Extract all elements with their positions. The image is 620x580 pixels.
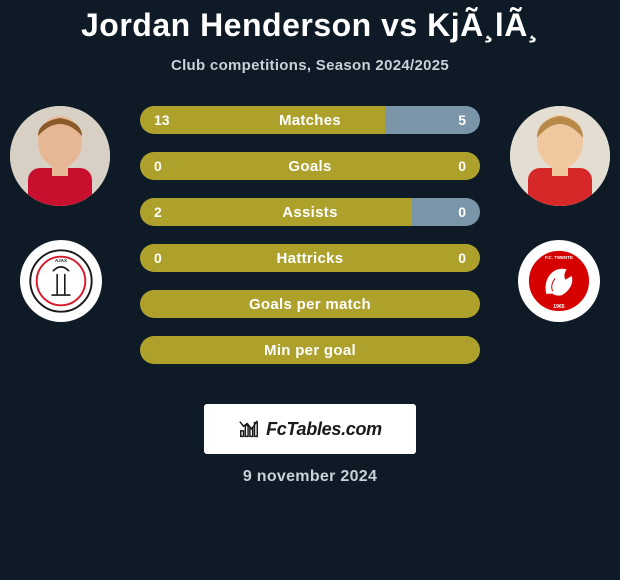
svg-text:F.C. TWENTE: F.C. TWENTE (545, 255, 573, 260)
date-text: 9 november 2024 (0, 468, 620, 486)
stat-label: Goals (288, 158, 331, 175)
stat-fill-right (412, 198, 480, 226)
stat-bars: 13 5 Matches 0 0 Goals 2 0 Assists 0 0 Hattricks Goa… (140, 106, 480, 364)
club-right-crest: F.C. TWENTE 1965 (518, 240, 600, 322)
stat-value-left: 0 (154, 158, 162, 174)
stat-label: Goals per match (249, 296, 371, 313)
attribution-text: FcTables.com (266, 419, 382, 440)
ajax-crest-icon: AJAX (29, 249, 93, 313)
stat-value-right: 5 (458, 112, 466, 128)
stat-value-left: 0 (154, 250, 162, 266)
stat-bar: Min per goal (140, 336, 480, 364)
chart-icon (238, 418, 260, 440)
player-right-icon (510, 106, 610, 206)
stat-value-left: 2 (154, 204, 162, 220)
stat-bar: Goals per match (140, 290, 480, 318)
stat-label: Matches (279, 112, 341, 129)
stat-value-right: 0 (458, 250, 466, 266)
comparison-arena: AJAX F.C. TWENTE 1965 13 5 Matches 0 0 Goals 2… (0, 106, 620, 396)
stat-bar: 2 0 Assists (140, 198, 480, 226)
svg-text:1965: 1965 (553, 304, 565, 310)
stat-bar: 0 0 Hattricks (140, 244, 480, 272)
player-left-portrait (10, 106, 110, 206)
club-left-crest: AJAX (20, 240, 102, 322)
player-right-portrait (510, 106, 610, 206)
subtitle: Club competitions, Season 2024/2025 (0, 57, 620, 74)
stat-fill-left (140, 198, 412, 226)
stat-value-right: 0 (458, 204, 466, 220)
stat-label: Hattricks (277, 250, 344, 267)
stat-label: Min per goal (264, 342, 356, 359)
attribution-badge: FcTables.com (204, 404, 416, 454)
stat-value-right: 0 (458, 158, 466, 174)
stat-label: Assists (282, 204, 337, 221)
stat-bar: 13 5 Matches (140, 106, 480, 134)
stat-value-left: 13 (154, 112, 170, 128)
stat-fill-left (140, 106, 385, 134)
twente-crest-icon: F.C. TWENTE 1965 (527, 249, 591, 313)
player-left-icon (10, 106, 110, 206)
stat-bar: 0 0 Goals (140, 152, 480, 180)
page-title: Jordan Henderson vs KjÃ¸lÃ¸ (0, 8, 620, 43)
svg-text:AJAX: AJAX (55, 258, 67, 263)
